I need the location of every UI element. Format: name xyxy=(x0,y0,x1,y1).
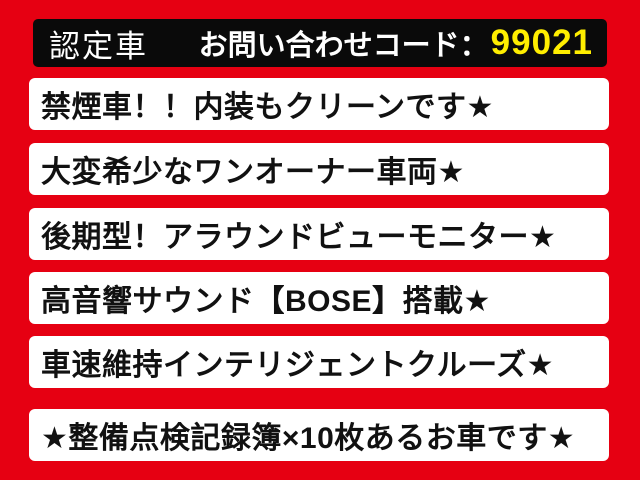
feature-row-around-view-monitor: 後期型！アラウンドビューモニター★ xyxy=(29,208,609,260)
feature-row-bose-sound: 高音響サウンド【BOSE】搭載★ xyxy=(29,272,609,324)
feature-row-no-smoking: 禁煙車！！内装もクリーンです★ xyxy=(29,78,609,130)
inquiry-code-group: お問い合わせコード： 99021 xyxy=(199,22,593,64)
inquiry-code-value: 99021 xyxy=(490,23,593,62)
feature-row-text: ★整備点検記録簿×10枚あるお車です★ xyxy=(41,422,576,455)
feature-row-maintenance-records: ★整備点検記録簿×10枚あるお車です★ xyxy=(29,409,609,461)
inquiry-code-label: お問い合わせコード： xyxy=(198,30,489,62)
feature-row-text: 大変希少なワンオーナー車両★ xyxy=(41,156,465,189)
feature-row-text: 禁煙車！！内装もクリーンです★ xyxy=(41,91,494,124)
header-bar: 認定車 お問い合わせコード： 99021 xyxy=(33,19,607,67)
feature-row-text: 後期型！アラウンドビューモニター★ xyxy=(41,221,557,254)
feature-row-text: 高音響サウンド【BOSE】搭載★ xyxy=(41,285,491,318)
feature-row-text: 車速維持インテリジェントクルーズ★ xyxy=(41,349,554,382)
feature-row-intelligent-cruise: 車速維持インテリジェントクルーズ★ xyxy=(29,336,609,388)
feature-row-one-owner: 大変希少なワンオーナー車両★ xyxy=(29,143,609,195)
certified-car-badge: 認定車 xyxy=(49,28,148,64)
